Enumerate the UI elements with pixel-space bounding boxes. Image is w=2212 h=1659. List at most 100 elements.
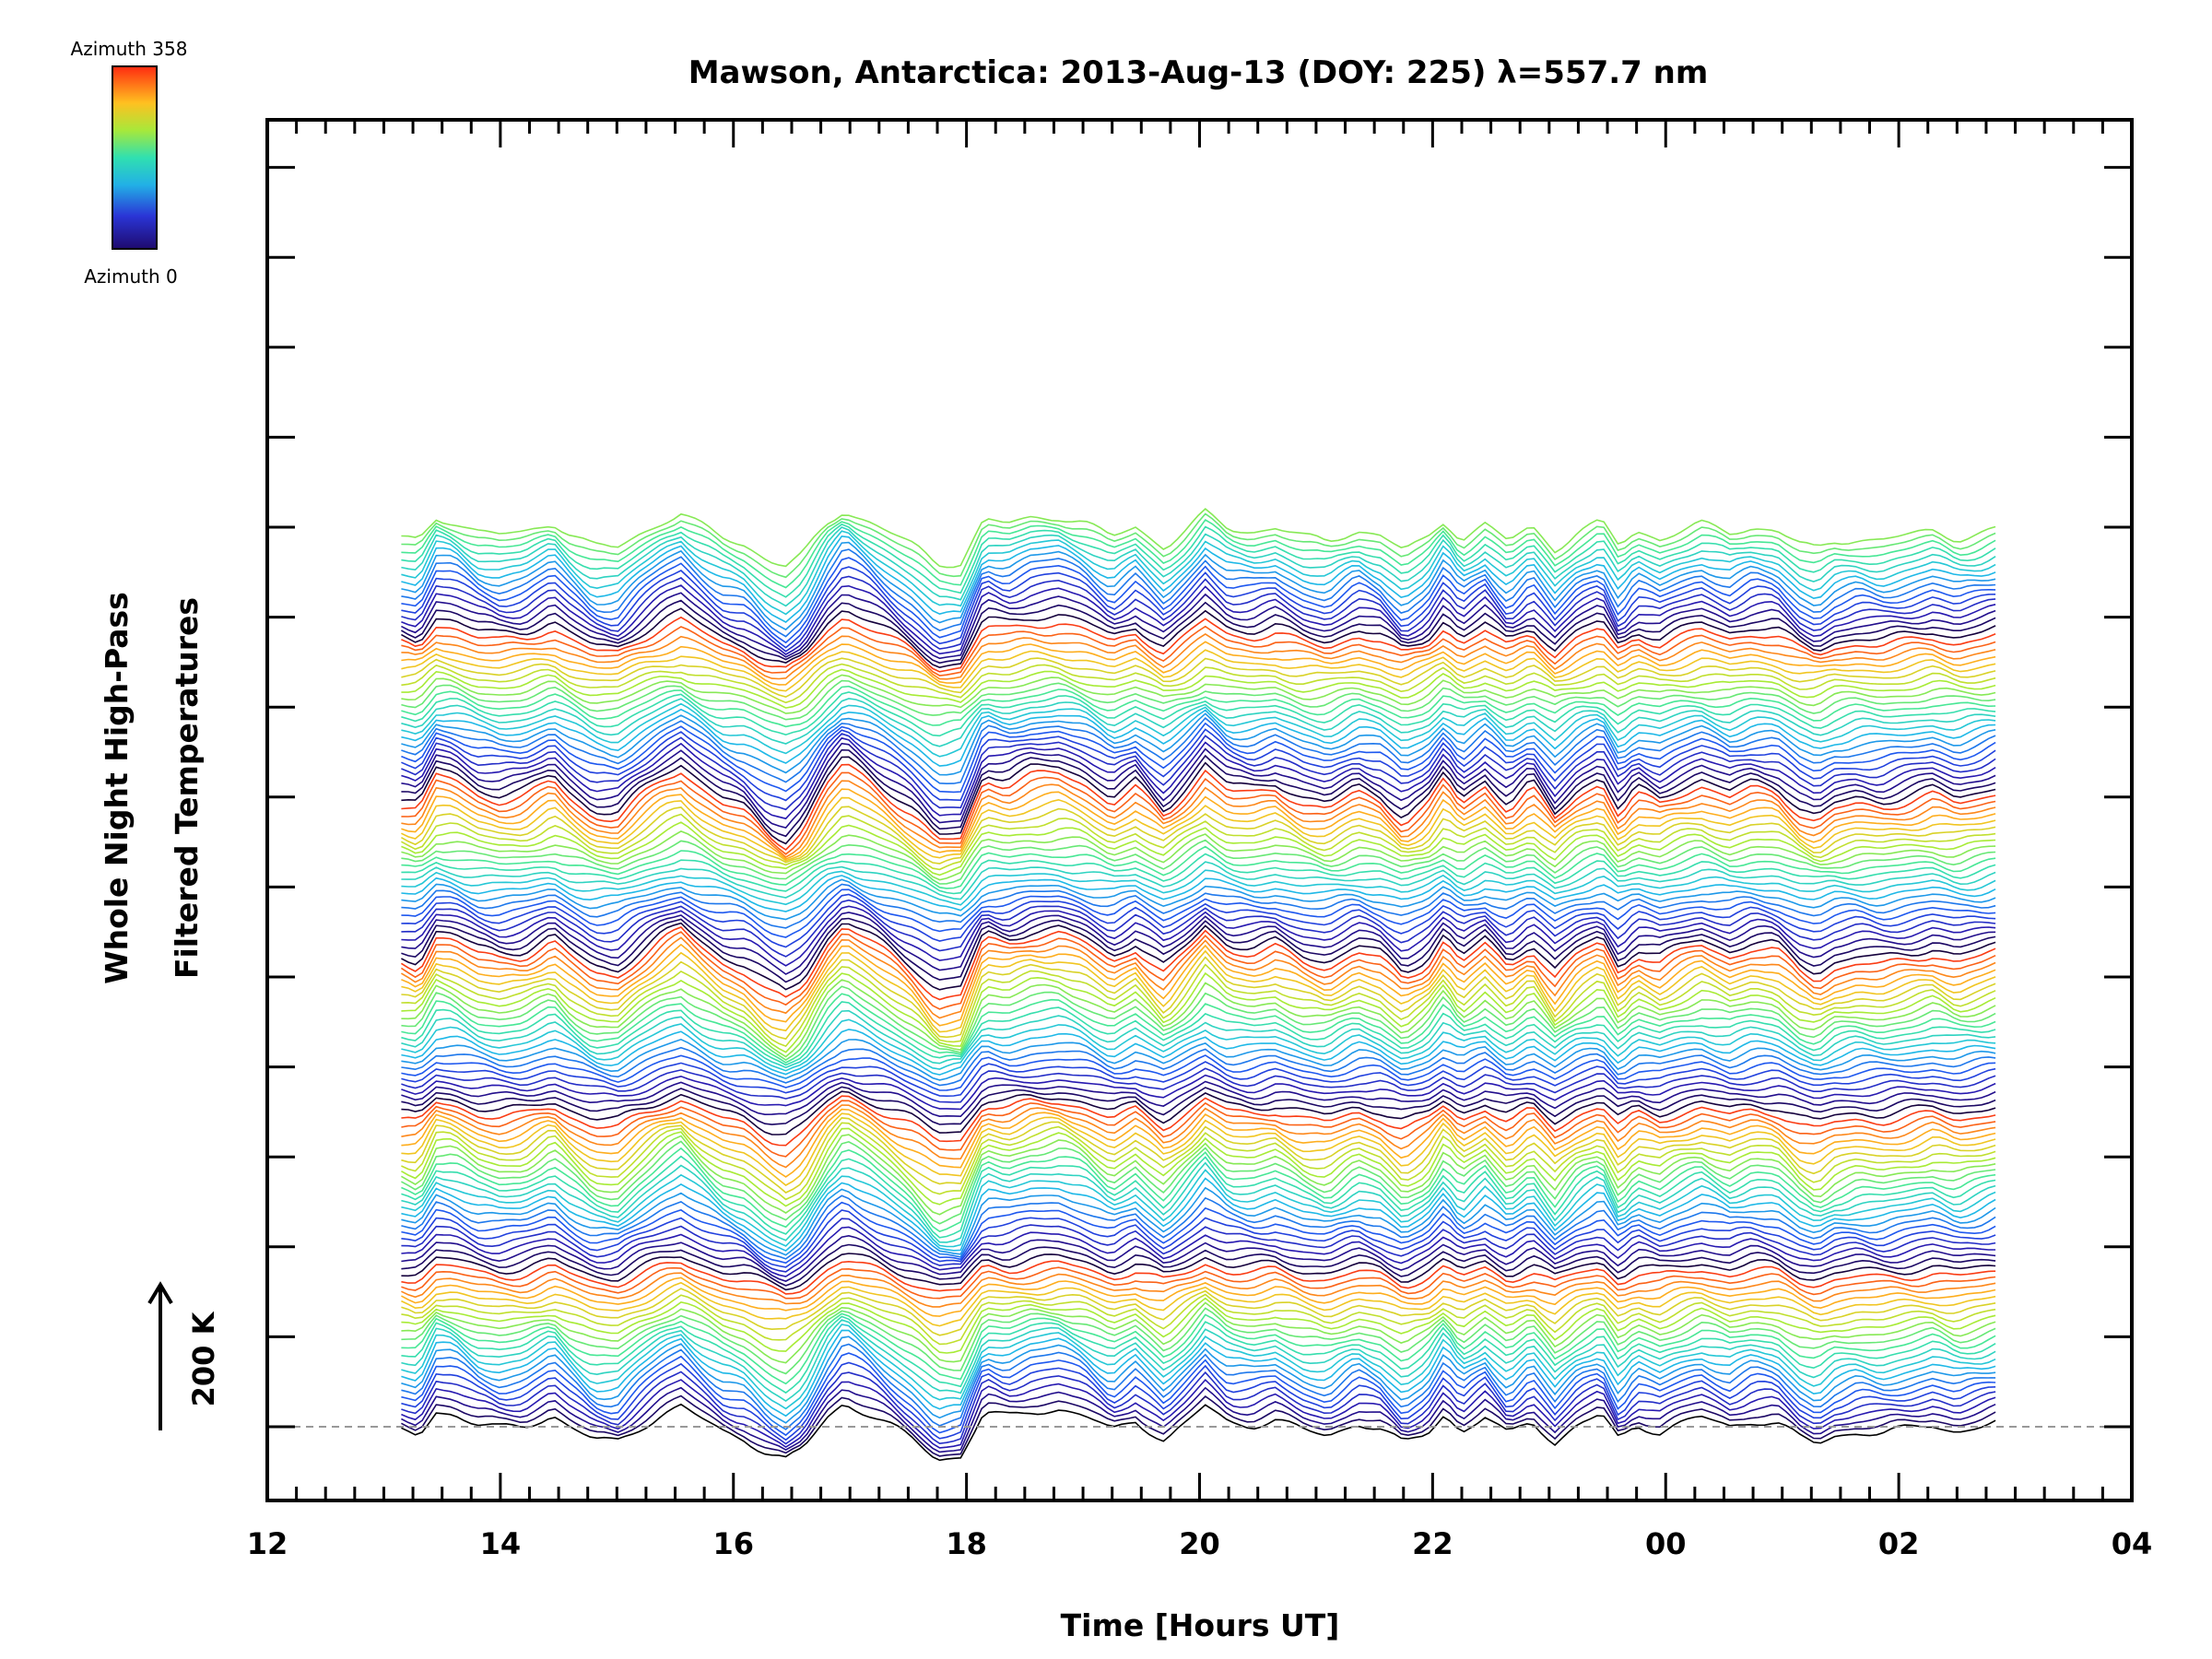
azimuth-trace xyxy=(401,1361,1996,1441)
azimuth-trace xyxy=(401,584,1996,655)
azimuth-trace xyxy=(401,1061,1996,1098)
azimuth-trace xyxy=(401,1038,1996,1081)
azimuth-trace xyxy=(401,1307,1996,1375)
azimuth-trace xyxy=(401,548,1996,638)
azimuth-trace xyxy=(401,641,1996,686)
azimuth-trace xyxy=(401,1169,1996,1248)
scale-label: 200 K xyxy=(186,1311,221,1406)
azimuth-trace xyxy=(401,1209,1996,1268)
azimuth-trace xyxy=(401,853,1996,895)
azimuth-trace xyxy=(401,748,1996,838)
azimuth-trace xyxy=(401,1403,1996,1462)
azimuth-trace xyxy=(401,1234,1996,1282)
azimuth-trace xyxy=(401,1086,1996,1125)
azimuth-trace xyxy=(401,912,1996,975)
azimuth-trace xyxy=(401,1090,1996,1135)
azimuth-trace xyxy=(401,1226,1996,1277)
azimuth-trace xyxy=(401,1112,1996,1186)
azimuth-trace xyxy=(401,1324,1996,1410)
colorbar-bottom-label: Azimuth 0 xyxy=(84,265,178,288)
azimuth-trace xyxy=(401,979,1996,1058)
azimuth-trace xyxy=(401,1319,1996,1402)
azimuth-trace xyxy=(401,1394,1996,1457)
azimuth-trace xyxy=(401,592,1996,660)
azimuth-trace xyxy=(401,575,1996,653)
azimuth-trace xyxy=(401,1301,1996,1364)
azimuth-trace xyxy=(401,632,1996,680)
azimuth-trace xyxy=(401,702,1996,758)
azimuth-trace xyxy=(401,508,1996,569)
azimuth-trace xyxy=(401,756,1996,845)
azimuth-trace xyxy=(401,1343,1996,1430)
azimuth-trace xyxy=(401,1100,1996,1158)
x-tick-label: 12 xyxy=(247,1526,288,1561)
azimuth-trace xyxy=(401,1293,1996,1346)
azimuth-trace xyxy=(401,1127,1996,1207)
azimuth-trace xyxy=(401,845,1996,889)
azimuth-trace xyxy=(401,1378,1996,1449)
azimuth-trace xyxy=(401,557,1996,644)
azimuth-trace xyxy=(401,1122,1996,1201)
azimuth-trace xyxy=(401,733,1996,811)
axis-ticks xyxy=(265,120,2134,1500)
azimuth-trace xyxy=(401,1029,1996,1076)
x-tick-label: 14 xyxy=(480,1526,522,1561)
azimuth-trace xyxy=(401,1335,1996,1424)
azimuth-trace xyxy=(401,956,1996,1041)
azimuth-trace xyxy=(401,878,1996,921)
azimuth-trace xyxy=(401,1201,1996,1265)
x-tick-labels: 12 14 16 18 20 22 00 02 04 xyxy=(247,1526,2153,1561)
azimuth-trace xyxy=(401,1288,1996,1336)
azimuth-trace xyxy=(401,512,1996,579)
x-axis-title: Time [Hours UT] xyxy=(1061,1607,1340,1643)
azimuth-trace xyxy=(401,523,1996,598)
azimuth-trace xyxy=(401,905,1996,967)
azimuth-trace xyxy=(401,1260,1996,1295)
azimuth-trace xyxy=(401,1067,1996,1103)
azimuth-trace xyxy=(401,674,1996,714)
azimuth-trace xyxy=(401,1117,1996,1194)
colorbar-top-label: Azimuth 358 xyxy=(71,38,188,60)
azimuth-trace xyxy=(401,1177,1996,1253)
azimuth-trace xyxy=(401,861,1996,900)
azimuth-trace xyxy=(401,736,1996,820)
azimuth-trace xyxy=(401,1266,1996,1300)
chart-title: Mawson, Antarctica: 2013-Aug-13 (DOY: 22… xyxy=(688,54,1709,91)
scale-arrow xyxy=(147,1281,173,1430)
azimuth-trace xyxy=(401,780,1996,858)
x-tick-label: 02 xyxy=(1878,1526,1920,1561)
azimuth-trace xyxy=(401,1009,1996,1069)
azimuth-trace xyxy=(401,1108,1996,1178)
azimuth-trace xyxy=(401,708,1996,767)
azimuth-trace xyxy=(401,691,1996,737)
azimuth-trace xyxy=(401,1386,1996,1453)
azimuth-trace xyxy=(401,1315,1996,1394)
azimuth-trace xyxy=(401,566,1996,649)
azimuth-trace xyxy=(401,1018,1996,1072)
azimuth-trace xyxy=(401,1074,1996,1111)
azimuth-trace xyxy=(401,830,1996,881)
azimuth-trace xyxy=(401,796,1996,862)
azimuth-trace xyxy=(401,679,1996,721)
azimuth-trace xyxy=(401,728,1996,802)
azimuth-trace xyxy=(401,1281,1996,1327)
x-tick-label: 18 xyxy=(946,1526,987,1561)
azimuth-trace xyxy=(401,1186,1996,1256)
azimuth-trace xyxy=(401,763,1996,852)
x-tick-label: 16 xyxy=(712,1526,754,1561)
azimuth-trace xyxy=(401,1243,1996,1287)
azimuth-trace xyxy=(400,931,1996,1010)
azimuth-trace xyxy=(401,1001,1996,1066)
azimuth-trace xyxy=(400,926,1996,1001)
azimuth-trace xyxy=(401,1329,1996,1418)
azimuth-trace xyxy=(401,526,1996,607)
azimuth-trace xyxy=(401,943,1996,1027)
azimuth-trace xyxy=(401,518,1996,589)
azimuth-trace xyxy=(401,1147,1996,1232)
azimuth-trace xyxy=(401,716,1996,785)
azimuth-trace xyxy=(401,698,1996,747)
x-tick-label: 20 xyxy=(1179,1526,1220,1561)
azimuth-trace xyxy=(401,883,1996,929)
azimuth-trace xyxy=(401,535,1996,623)
